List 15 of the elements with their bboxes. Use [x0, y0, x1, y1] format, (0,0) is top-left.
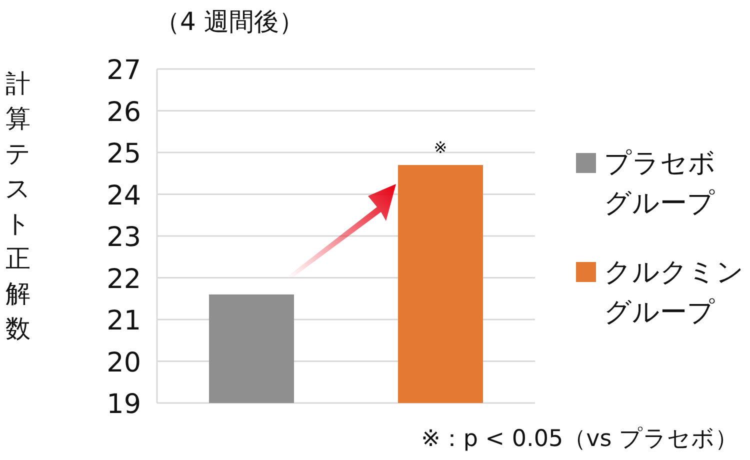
chart-title: （4 週間後） [155, 7, 304, 36]
y-tick-label: 25 [106, 138, 141, 170]
y-tick-label: 26 [106, 96, 141, 128]
y-tick-label: 21 [106, 306, 141, 336]
text: ※：p < 0.05（vs プラセボ） [421, 426, 738, 452]
legend-label: プラセボグループ [604, 148, 716, 219]
y-tick-label: 22 [106, 264, 141, 295]
y-axis-title: 計算テスト正解数 [5, 69, 31, 343]
annotation: ※ [434, 138, 448, 158]
y-tick-label: 27 [106, 55, 141, 86]
y-tick-label: 23 [106, 222, 141, 253]
y-tick-label: 19 [106, 389, 141, 420]
y-tick-label: 24 [106, 180, 141, 212]
legend-label: クルクミングループ [604, 257, 744, 328]
y-tick-label: 20 [106, 347, 141, 378]
